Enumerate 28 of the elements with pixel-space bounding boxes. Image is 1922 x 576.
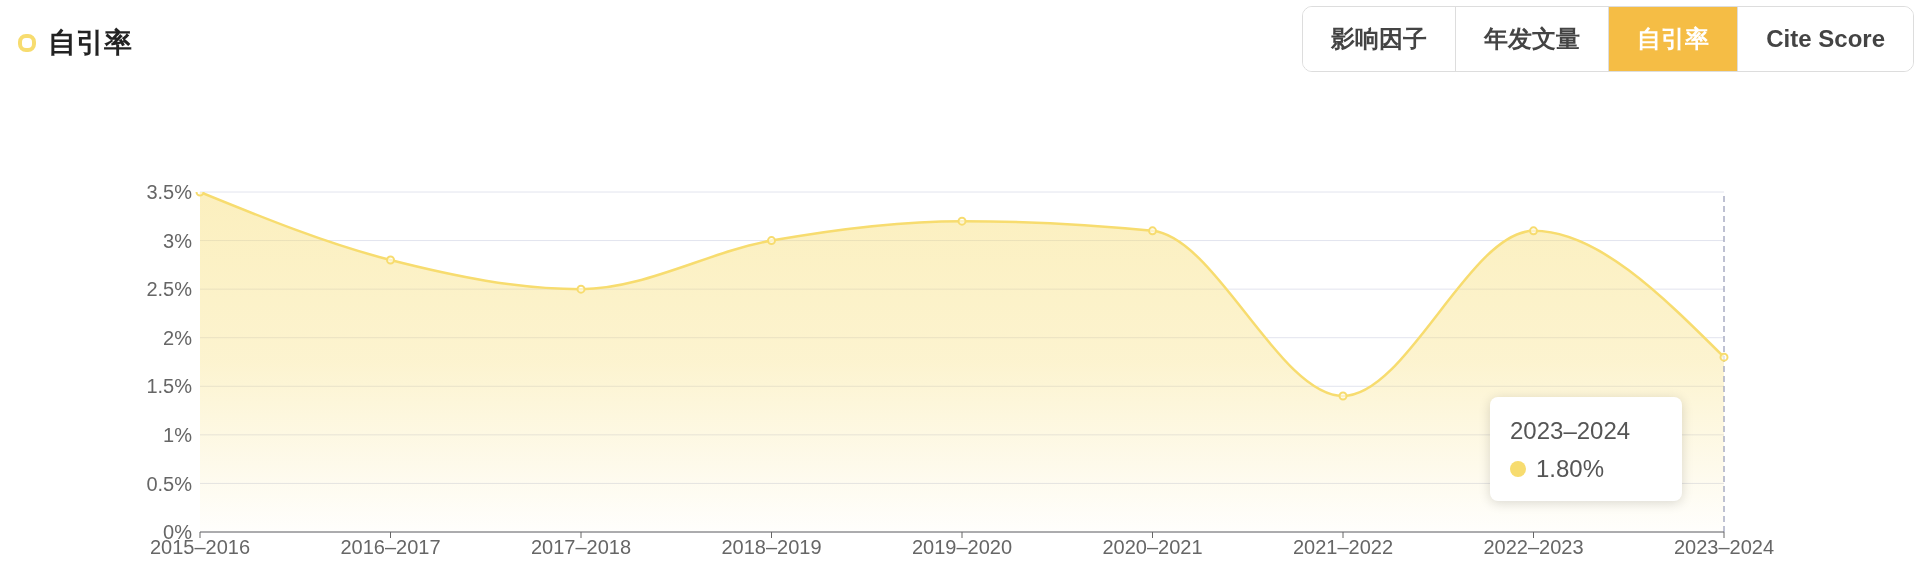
tab-group: 影响因子 年发文量 自引率 Cite Score xyxy=(1302,6,1914,72)
x-tick-label: 2017–2018 xyxy=(530,536,632,559)
point xyxy=(576,284,586,294)
y-tick-label: 1.5% xyxy=(146,375,193,398)
tooltip-box: 2023–2024 1.80% xyxy=(1490,397,1682,502)
x-tick-label: 2016–2017 xyxy=(340,536,441,559)
point xyxy=(1529,226,1538,236)
x-tick-label: 2018–2019 xyxy=(721,536,822,559)
x-tick-label: 2022–2023 xyxy=(1483,536,1584,559)
x-tick-label: 2020–2021 xyxy=(1102,536,1203,559)
point xyxy=(1338,391,1348,401)
y-tick-label: 2.5% xyxy=(146,278,193,301)
y-tick-label: 3% xyxy=(163,229,193,252)
x-tick-label: 2023–2024 xyxy=(1673,536,1775,559)
x-tick-label: 2019–2020 xyxy=(911,536,1013,559)
point xyxy=(767,236,776,246)
point xyxy=(1148,226,1157,236)
chart-title: 自引率 xyxy=(48,26,132,60)
y-tick-label: 3.5% xyxy=(146,181,193,204)
point xyxy=(386,255,395,265)
x-tick-label: 2021–2022 xyxy=(1292,536,1394,559)
point xyxy=(957,216,967,226)
annotation: 2023–2024 xyxy=(1510,417,1632,446)
y-tick-label: 2% xyxy=(163,326,193,349)
annotation: 1.80% xyxy=(1536,455,1605,484)
y-tick-label: 1% xyxy=(163,423,193,446)
point xyxy=(1719,352,1729,362)
y-tick-label: 0.5% xyxy=(146,472,193,495)
